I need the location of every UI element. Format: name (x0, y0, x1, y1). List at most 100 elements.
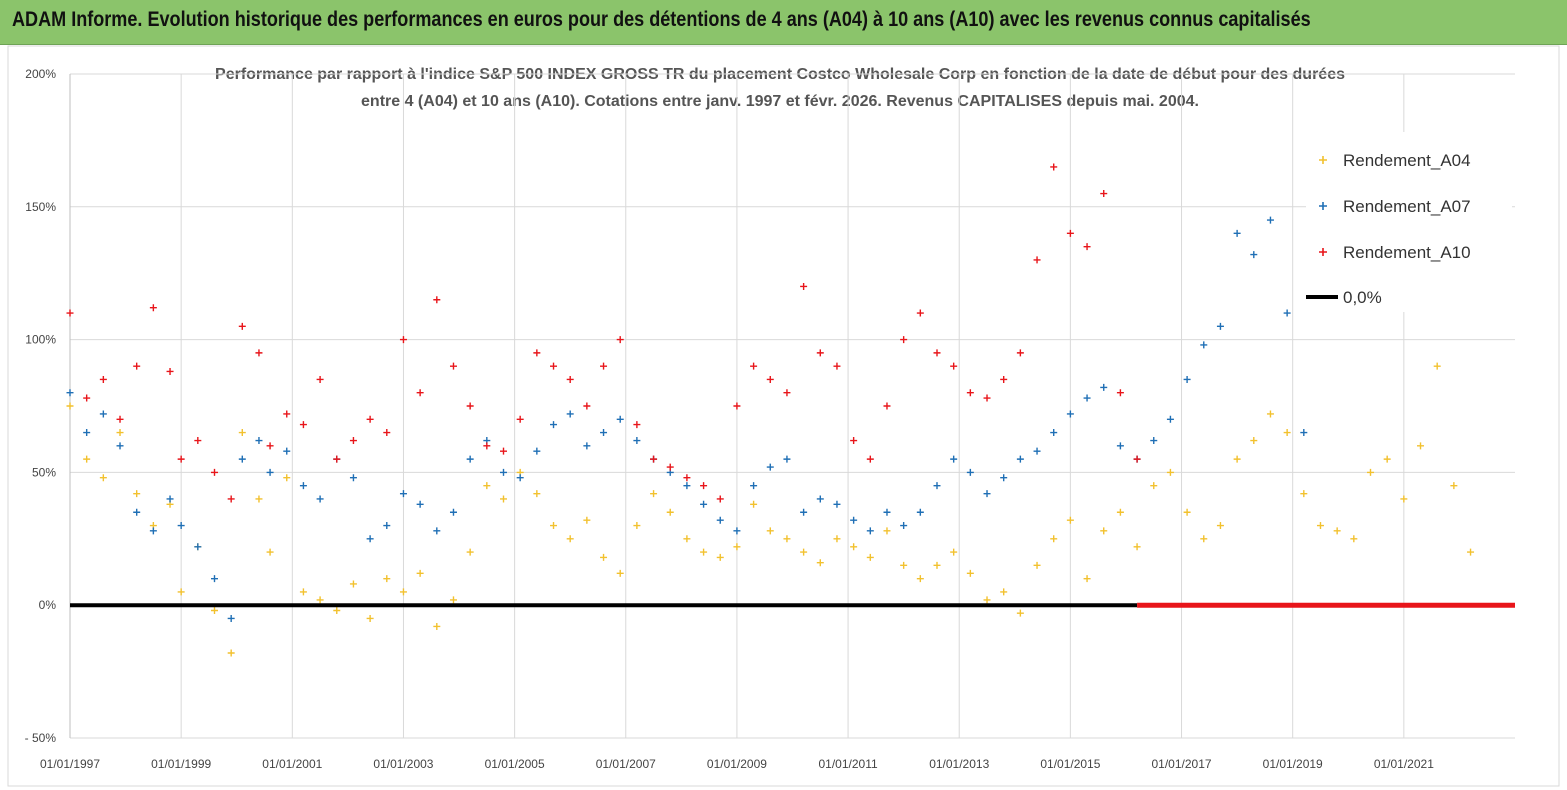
a10-point (299, 421, 307, 429)
legend-box (1306, 132, 1512, 312)
a04-point (950, 548, 958, 556)
a07-point (733, 527, 741, 535)
a07-point (1200, 341, 1208, 349)
a04-point (116, 429, 124, 437)
a07-point (800, 508, 808, 516)
a04-point (1300, 490, 1308, 498)
a04-point (316, 596, 324, 604)
a07-point (500, 468, 507, 476)
a07-point (566, 410, 574, 418)
a07-point (950, 455, 958, 463)
a07-point (399, 490, 407, 498)
a04-point (1216, 522, 1224, 530)
a04-point (866, 553, 874, 561)
a07-point (433, 527, 441, 535)
a04-point (700, 548, 708, 556)
a07-point (166, 495, 174, 503)
a10-point (149, 304, 157, 312)
a04-point (1266, 410, 1274, 418)
y-tick-label: 100% (25, 333, 56, 347)
a10-point (1133, 455, 1141, 463)
a10-point (833, 362, 841, 370)
a04-point (1316, 522, 1324, 530)
a07-point (550, 421, 558, 429)
a10-point (866, 455, 874, 463)
data-points (66, 163, 1475, 657)
a07-point (1183, 375, 1191, 383)
a04-point (1333, 527, 1341, 535)
a10-point (650, 455, 658, 463)
a07-point (116, 442, 124, 450)
a04-point (66, 402, 74, 410)
legend-label-a07: Rendement_A07 (1343, 197, 1471, 216)
a04-point (177, 588, 185, 596)
a04-point (733, 543, 741, 551)
a07-point (583, 442, 591, 450)
report-banner: ADAM Informe. Evolution historique des p… (0, 0, 1567, 45)
a04-point (1367, 468, 1374, 476)
y-tick-label: 200% (25, 67, 56, 81)
a07-point (1100, 383, 1108, 391)
a04-point (500, 495, 507, 503)
x-tick-label: 01/01/2007 (596, 757, 656, 771)
x-tick-label: 01/01/2017 (1152, 757, 1212, 771)
a04-point (1383, 455, 1391, 463)
a10-point (1050, 163, 1058, 171)
a10-point (666, 463, 674, 471)
a04-point (683, 535, 691, 543)
a10-point (383, 429, 391, 437)
a07-point (177, 522, 185, 530)
a07-point (900, 522, 908, 530)
a04-point (349, 580, 357, 588)
a07-point (533, 447, 541, 455)
a07-point (238, 455, 246, 463)
a07-point (366, 535, 374, 543)
a04-point (1150, 482, 1158, 490)
a07-point (1116, 442, 1124, 450)
a04-point (211, 607, 218, 615)
a10-point (783, 389, 791, 397)
a04-point (650, 490, 658, 498)
a04-point (1450, 482, 1458, 490)
a07-point (600, 429, 608, 437)
a04-point (83, 455, 91, 463)
y-tick-label: 0% (39, 598, 57, 612)
a07-point (766, 463, 774, 471)
a04-point (933, 561, 941, 569)
a04-point (133, 490, 141, 498)
a10-point (166, 367, 174, 375)
a04-point (883, 527, 891, 535)
a04-point (1166, 468, 1174, 476)
x-tick-label: 01/01/1999 (151, 757, 211, 771)
a04-point (833, 535, 841, 543)
a10-point (550, 362, 558, 370)
a07-point (227, 614, 235, 622)
a10-point (255, 349, 263, 357)
chart-area: Performance par rapport à l'indice S&P 5… (0, 44, 1567, 790)
a07-point (83, 429, 91, 437)
a04-point (900, 561, 908, 569)
a10-point (933, 349, 941, 357)
a10-point (399, 336, 407, 344)
a04-point (238, 429, 246, 437)
a07-point (1033, 447, 1041, 455)
a04-point (550, 522, 558, 530)
a04-point (1433, 362, 1441, 370)
x-tick-label: 01/01/2011 (818, 757, 877, 771)
a10-point (366, 415, 374, 423)
a04-point (99, 474, 107, 482)
a10-point (211, 468, 218, 476)
a07-point (1266, 216, 1274, 224)
a04-point (383, 575, 391, 583)
a04-point (850, 543, 858, 551)
a04-point (666, 508, 674, 516)
a10-point (283, 410, 291, 418)
a10-point (916, 309, 924, 317)
a04-point (1050, 535, 1058, 543)
a10-point (800, 282, 808, 290)
a07-point (149, 527, 157, 535)
a04-point (816, 559, 824, 567)
a10-point (566, 375, 574, 383)
a10-point (516, 415, 524, 423)
a04-point (1350, 535, 1358, 543)
